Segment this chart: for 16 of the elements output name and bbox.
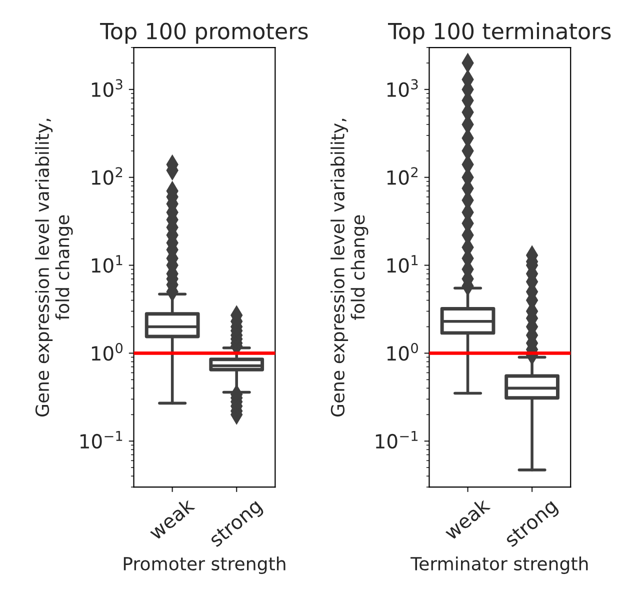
y-tick-label: 10$^{1}$ (387, 255, 418, 273)
x-axis-title: Terminator strength (410, 556, 588, 574)
y-tick-label: 10$^{2}$ (387, 167, 418, 185)
x-axis-title: Promoter strength (124, 556, 286, 574)
y-tick-label: 10$^{3}$ (387, 79, 418, 97)
y-tick-label: 10$^{−1}$ (376, 431, 418, 449)
y-axis-title: Gene expression level variability, fold change (35, 118, 73, 417)
y-tick-label: 10$^{0}$ (92, 342, 123, 361)
y-tick-label: 10$^{0}$ (387, 342, 418, 361)
y-tick-label: 10$^{−1}$ (80, 431, 122, 449)
y-axis-title: Gene expression level variability, fold change (330, 118, 368, 417)
chart-title: Top 100 promoters (100, 22, 308, 44)
y-tick-label: 10$^{1}$ (92, 255, 122, 273)
y-tick-label: 10$^{2}$ (92, 167, 122, 185)
y-tick-label: 10$^{3}$ (92, 79, 122, 97)
chart-title: Top 100 terminators (388, 22, 611, 44)
